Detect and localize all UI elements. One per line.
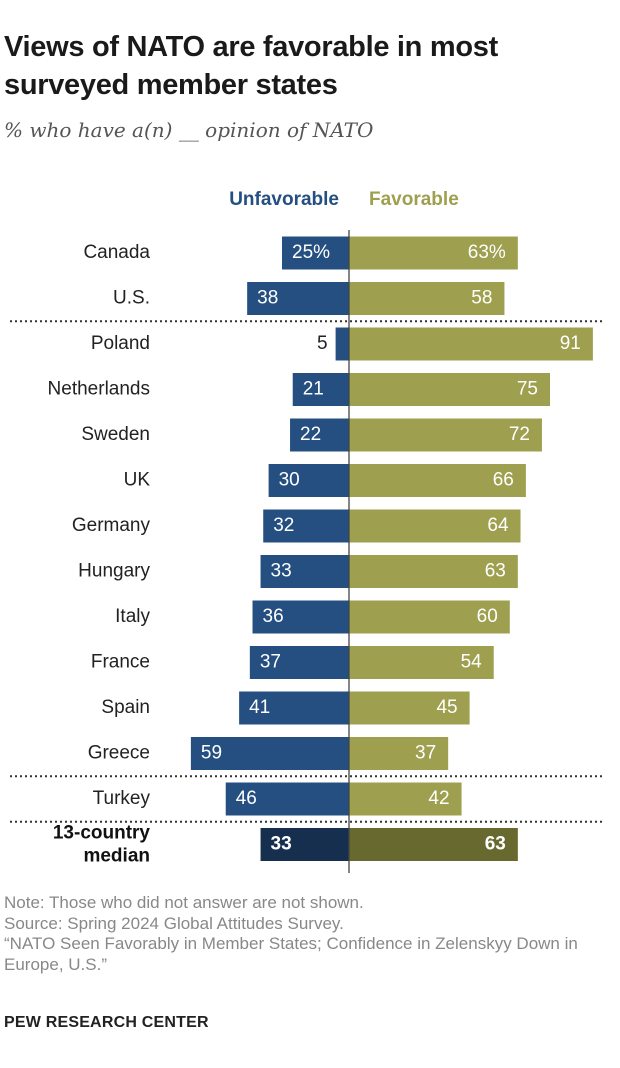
report-title-text: “NATO Seen Favorably in Member States; C… xyxy=(4,934,578,974)
category-label: Turkey xyxy=(93,788,151,809)
bar-favorable xyxy=(349,418,542,452)
data-label-favorable: 60 xyxy=(477,606,498,627)
bar-favorable xyxy=(349,782,462,816)
source-text: Source: Spring 2024 Global Attitudes Sur… xyxy=(4,913,344,933)
data-label-favorable: 91 xyxy=(560,333,581,354)
data-label-unfavorable: 38 xyxy=(257,288,278,309)
bar-favorable xyxy=(349,327,593,361)
bar-favorable xyxy=(349,373,550,406)
category-label: Greece xyxy=(88,743,150,764)
bar-unfavorable xyxy=(239,691,349,725)
bar-favorable xyxy=(349,600,510,634)
data-label-unfavorable: 46 xyxy=(236,788,257,809)
category-label: Hungary xyxy=(78,561,150,582)
data-label-unfavorable: 25% xyxy=(292,242,330,263)
category-label: median xyxy=(83,846,150,867)
data-label-unfavorable: 36 xyxy=(263,606,284,627)
category-label: Poland xyxy=(91,333,150,354)
bar-unfavorable xyxy=(263,509,349,543)
category-label: Netherlands xyxy=(48,379,150,400)
bar-unfavorable xyxy=(249,646,349,679)
bar-favorable xyxy=(349,646,494,679)
bar-unfavorable xyxy=(290,418,349,452)
data-label-unfavorable: 5 xyxy=(317,333,328,354)
bar-favorable xyxy=(349,691,470,725)
diverging-bar-chart: Unfavorable Favorable Canada 25% 63% U.S. 38 58… xyxy=(10,189,602,873)
category-label: UK xyxy=(124,470,151,491)
data-label-favorable: 72 xyxy=(509,424,530,445)
category-label: U.S. xyxy=(113,288,150,309)
legend-unfavorable: Unfavorable xyxy=(229,189,339,210)
bar-unfavorable xyxy=(335,327,349,361)
data-label-unfavorable: 41 xyxy=(249,697,270,718)
data-label-unfavorable: 21 xyxy=(303,379,324,400)
bar-favorable xyxy=(349,828,518,861)
bar-favorable xyxy=(349,236,518,270)
bar-unfavorable xyxy=(282,236,349,270)
data-label-unfavorable: 33 xyxy=(271,561,292,582)
data-label-favorable: 63 xyxy=(485,834,506,855)
note-text: Note: Those who did not answer are not s… xyxy=(4,893,364,912)
data-label-unfavorable: 32 xyxy=(273,515,294,536)
category-label: Canada xyxy=(83,242,150,263)
bar-unfavorable xyxy=(190,737,349,770)
bar-unfavorable xyxy=(292,373,349,406)
bar-unfavorable xyxy=(260,555,349,588)
bar-favorable xyxy=(349,464,526,497)
bar-favorable xyxy=(349,555,518,588)
category-label: Italy xyxy=(115,606,150,627)
category-label: Germany xyxy=(72,515,151,536)
category-label: Sweden xyxy=(81,424,150,445)
category-label: Spain xyxy=(101,697,150,718)
data-label-favorable: 45 xyxy=(436,697,457,718)
data-label-favorable: 63% xyxy=(468,242,506,263)
legend-favorable: Favorable xyxy=(369,189,459,210)
data-label-favorable: 58 xyxy=(471,288,492,309)
data-label-unfavorable: 30 xyxy=(279,470,300,491)
footnotes: Note: Those who did not answer are not s… xyxy=(4,893,604,975)
data-label-favorable: 66 xyxy=(493,470,514,491)
bar-unfavorable xyxy=(252,600,349,634)
bar-unfavorable xyxy=(260,828,349,861)
data-label-favorable: 37 xyxy=(415,743,436,764)
category-label: 13-country xyxy=(53,823,151,844)
data-label-unfavorable: 33 xyxy=(271,834,292,855)
credit-line: PEW RESEARCH CENTER xyxy=(4,1014,209,1031)
data-label-favorable: 63 xyxy=(485,561,506,582)
bar-unfavorable xyxy=(247,282,349,315)
data-label-unfavorable: 22 xyxy=(300,424,321,445)
bar-favorable xyxy=(349,737,449,770)
chart-subtitle: % who have a(n) __ opinion of NATO xyxy=(4,118,374,142)
chart-title: Views of NATO are favorable in most surv… xyxy=(4,31,498,101)
data-label-favorable: 75 xyxy=(517,379,538,400)
data-label-favorable: 42 xyxy=(428,788,449,809)
category-label: France xyxy=(91,652,150,673)
bar-unfavorable xyxy=(268,464,349,497)
bar-unfavorable xyxy=(225,782,349,816)
data-label-favorable: 54 xyxy=(461,652,483,673)
data-label-favorable: 64 xyxy=(487,515,509,536)
bar-favorable xyxy=(349,282,505,315)
data-label-unfavorable: 59 xyxy=(201,743,222,764)
bar-favorable xyxy=(349,509,521,543)
data-label-unfavorable: 37 xyxy=(260,652,281,673)
